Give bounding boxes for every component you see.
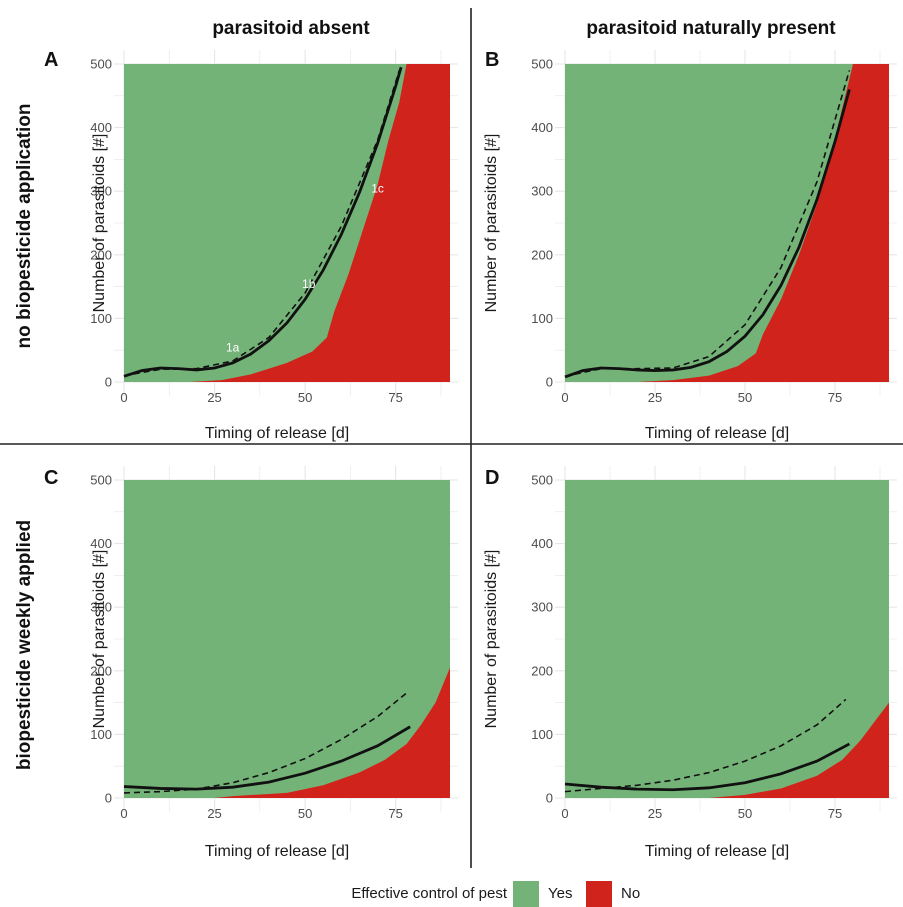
y-tick-label: 500 [90, 57, 112, 72]
legend-label-yes: Yes [548, 885, 572, 902]
legend-swatch-yes [513, 881, 539, 907]
fitted-curve-dashed [123, 70, 401, 377]
fitted-curve-solid [123, 725, 411, 791]
annotation-label: 1c [371, 181, 384, 195]
panel-letter: C [44, 467, 58, 489]
region-no [214, 667, 450, 798]
panel-d: 0 100 200 300 400 500 0 25 50 75 Timing of release… [483, 466, 897, 860]
fitted-curve-dashed [564, 70, 851, 378]
y-axis-title: Number of parasitoids [#] [483, 134, 500, 313]
y-tick-label: 300 [531, 184, 553, 199]
y-tick-label: 0 [105, 375, 112, 390]
x-tick-label: 0 [120, 806, 127, 821]
x-tick-label: 75 [828, 390, 842, 405]
x-tick-label: 50 [738, 390, 752, 405]
legend-swatch-no [586, 881, 612, 907]
y-tick-label: 200 [531, 663, 553, 678]
y-tick-label: 300 [90, 600, 112, 615]
fitted-curve-solid [564, 89, 851, 379]
panel-letter: A [44, 49, 58, 71]
column-title-right: parasitoid naturally present [586, 18, 836, 39]
fitted-curve-dashed [123, 692, 408, 794]
y-tick-label: 400 [90, 536, 112, 551]
y-axis-title: Number of parasitoids [#] [91, 134, 108, 313]
row-title-bottom: biopesticide weekly applied [14, 520, 35, 770]
x-tick-label: 25 [207, 806, 221, 821]
x-tick-label: 50 [298, 806, 312, 821]
annotation-label: 1b [302, 277, 316, 291]
x-tick-label: 0 [561, 806, 568, 821]
x-tick-label: 25 [207, 390, 221, 405]
y-tick-label: 500 [531, 473, 553, 488]
x-tick-label: 50 [298, 390, 312, 405]
row-title-top: no biopesticide application [14, 104, 35, 349]
y-tick-label: 500 [90, 473, 112, 488]
y-tick-label: 100 [90, 311, 112, 326]
panel-a: 1a 1b 1c 0 100 200 300 400 500 0 25 50 75 Timing of r… [44, 49, 458, 442]
x-tick-label: 75 [388, 806, 402, 821]
legend: Effective control of pest Yes No [351, 881, 640, 907]
fitted-curve-solid [123, 66, 403, 378]
x-axis-title: Timing of release [d] [205, 843, 349, 860]
region-no [189, 64, 450, 382]
x-axis-title: Timing of release [d] [205, 425, 349, 442]
panel-letter: D [485, 467, 499, 489]
x-axis-title: Timing of release [d] [645, 425, 789, 442]
fitted-curve-dashed [564, 698, 847, 793]
panel-c: 0 100 200 300 400 500 0 25 50 75 Timing of release… [44, 466, 458, 860]
y-tick-label: 200 [90, 247, 112, 262]
x-tick-label: 25 [648, 390, 662, 405]
annotation-label: 1a [226, 340, 240, 354]
region-yes [565, 480, 889, 798]
y-tick-label: 0 [546, 791, 553, 806]
panel-letter: B [485, 49, 499, 71]
region-yes [124, 480, 450, 798]
y-tick-label: 0 [105, 791, 112, 806]
region-no [637, 64, 889, 382]
y-axis-title: Number of parasitoids [#] [483, 550, 500, 729]
x-tick-label: 50 [738, 806, 752, 821]
legend-label-no: No [621, 885, 640, 902]
panel-b: 0 100 200 300 400 500 0 25 50 75 Timing of release… [483, 49, 897, 442]
fitted-curve-solid [564, 742, 851, 792]
x-tick-label: 0 [561, 390, 568, 405]
y-tick-label: 400 [531, 536, 553, 551]
y-tick-label: 400 [90, 120, 112, 135]
x-tick-label: 75 [388, 390, 402, 405]
x-axis-title: Timing of release [d] [645, 843, 789, 860]
x-tick-label: 25 [648, 806, 662, 821]
y-tick-label: 100 [90, 727, 112, 742]
y-tick-label: 500 [531, 57, 553, 72]
column-title-left: parasitoid absent [212, 18, 370, 39]
y-axis-title: Number of parasitoids [#] [91, 550, 108, 729]
y-tick-label: 200 [531, 247, 553, 262]
y-tick-label: 300 [531, 600, 553, 615]
y-tick-label: 400 [531, 120, 553, 135]
region-no [709, 702, 889, 798]
legend-title: Effective control of pest [351, 885, 507, 902]
y-tick-label: 100 [531, 727, 553, 742]
y-tick-label: 100 [531, 311, 553, 326]
y-tick-label: 0 [546, 375, 553, 390]
y-tick-label: 200 [90, 663, 112, 678]
y-tick-label: 300 [90, 184, 112, 199]
x-tick-label: 75 [828, 806, 842, 821]
x-tick-label: 0 [120, 390, 127, 405]
